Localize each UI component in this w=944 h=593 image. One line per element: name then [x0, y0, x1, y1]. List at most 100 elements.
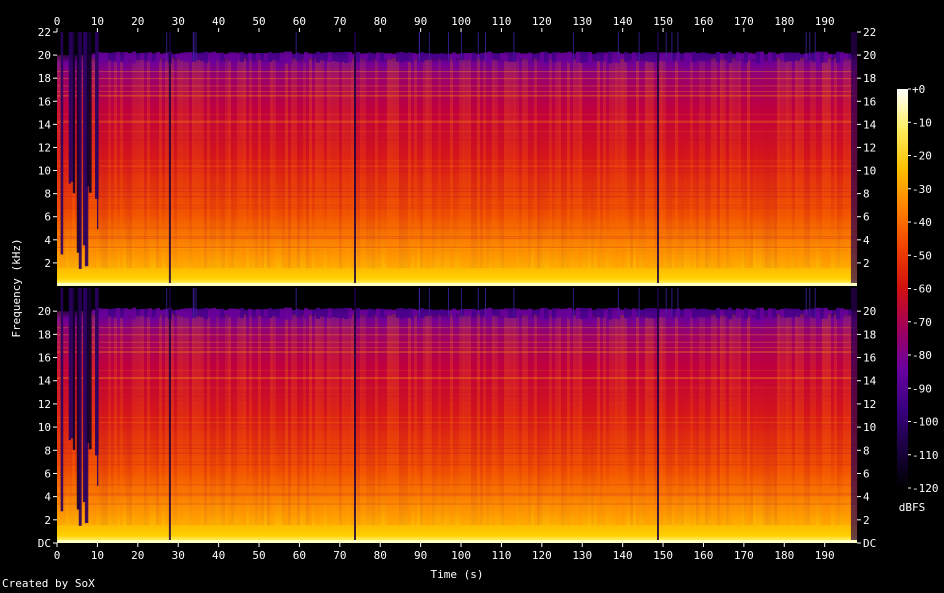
y-tick-label-right: 10	[863, 165, 876, 178]
spectrogram-spike	[671, 32, 673, 62]
spectrogram-quiet	[78, 32, 82, 269]
spectrogram-texture	[390, 52, 393, 269]
spectrogram-texture	[828, 52, 831, 269]
spectrogram-band	[57, 452, 857, 454]
spectrogram-texture	[165, 52, 168, 269]
spectrogram-fringe	[600, 52, 604, 62]
spectrogram-fringe	[468, 53, 472, 61]
spectrogram-fringe	[184, 52, 188, 62]
spectrogram-texture	[669, 52, 672, 269]
spectrogram-texture	[645, 52, 648, 269]
spectrogram-band	[57, 227, 857, 229]
spectrogram-fringe	[396, 52, 400, 62]
spectrogram-texture	[183, 308, 186, 526]
spectrogram-fringe	[776, 53, 780, 58]
spectrogram-texture	[552, 308, 555, 526]
spectrogram-fringe	[156, 308, 160, 319]
spectrogram-texture	[504, 308, 507, 526]
spectrogram-fringe	[432, 53, 436, 59]
spectrogram-fringe	[648, 308, 652, 319]
spectrogram-texture	[288, 308, 291, 526]
spectrogram-fringe	[660, 52, 664, 62]
spectrogram-fringe	[164, 52, 168, 61]
spectrogram-fringe	[400, 308, 404, 319]
spectrogram-texture	[174, 52, 177, 269]
spectrogram-texture	[576, 52, 579, 269]
spectrogram-spike	[638, 32, 640, 62]
spectrogram-fringe	[368, 52, 372, 61]
x-axis-label: Time (s)	[431, 568, 484, 581]
spectrogram-texture	[138, 308, 141, 526]
spectrogram-texture	[114, 308, 117, 526]
spectrogram-band	[57, 91, 857, 92]
spectrogram-fringe	[304, 308, 308, 319]
y-tick-label-right: 14	[863, 118, 877, 131]
spectrogram-fringe	[748, 52, 752, 61]
spectrogram-texture	[507, 308, 510, 526]
spectrogram-fringe	[712, 309, 716, 315]
spectrogram-fringe	[320, 52, 324, 61]
spectrogram-band	[57, 327, 857, 329]
spectrogram-texture	[609, 52, 612, 269]
spectrogram-fringe	[604, 52, 608, 62]
spectrogram-texture	[513, 52, 516, 269]
spectrogram-texture	[276, 52, 279, 268]
spectrogram-fringe	[360, 309, 364, 315]
spectrogram-texture	[516, 52, 519, 269]
spectrogram-fringe	[276, 308, 280, 317]
spectrogram-fringe	[748, 309, 752, 317]
spectrogram-texture	[633, 308, 636, 525]
spectrogram-texture	[252, 52, 255, 269]
spectrogram-fringe	[480, 53, 484, 60]
spectrogram-fringe	[296, 52, 300, 61]
spectrogram-fringe	[728, 51, 732, 64]
spectrogram-fringe	[208, 308, 212, 318]
spectrogram-texture	[606, 308, 609, 525]
spectrogram-fringe	[756, 307, 760, 320]
spectrogram-texture	[705, 308, 708, 526]
spectrogram-band	[57, 399, 857, 401]
spectrogram-texture	[714, 52, 717, 269]
spectrogram-texture	[162, 308, 165, 525]
spectrogram-fringe	[244, 53, 248, 59]
spectrogram-texture	[345, 52, 348, 269]
spectrogram-fringe	[640, 53, 644, 59]
spectrogram-fringe	[772, 52, 776, 62]
spectrogram-spike	[448, 288, 449, 318]
y-tick-label-right: 12	[863, 398, 876, 411]
spectrogram-fringe	[556, 52, 560, 62]
spectrogram-texture	[447, 308, 450, 526]
spectrogram-texture	[621, 52, 624, 269]
y-tick-label-right: 20	[863, 305, 876, 318]
x-tick-label-top: 10	[91, 15, 104, 28]
spectrogram-texture	[441, 52, 444, 269]
spectrogram-texture	[393, 308, 396, 526]
spectrogram-texture	[777, 52, 780, 269]
spectrogram-texture	[588, 52, 591, 268]
spectrogram-band	[57, 135, 857, 137]
spectrogram-fringe	[180, 308, 184, 317]
spectrogram-texture	[456, 308, 459, 525]
spectrogram-texture	[783, 52, 786, 269]
spectrogram-texture	[831, 308, 834, 525]
spectrogram-texture	[645, 308, 648, 526]
spectrogram-texture	[798, 52, 801, 269]
spectrogram-texture	[273, 52, 276, 269]
spectrogram-fringe	[424, 309, 428, 317]
spectrogram-fringe	[196, 52, 200, 61]
spectrogram-texture	[525, 52, 528, 269]
spectrogram-spike	[617, 32, 619, 62]
spectrogram-texture	[270, 52, 273, 269]
spectrogram-fringe	[452, 52, 456, 61]
spectrogram-texture	[825, 308, 828, 526]
spectrogram-fringe	[364, 53, 368, 60]
spectrogram-fringe	[608, 307, 612, 320]
spectrogram-texture	[840, 52, 843, 269]
spectrogram-texture	[681, 308, 684, 526]
y-tick-label-right: 18	[863, 72, 876, 85]
spectrogram-texture	[330, 308, 333, 526]
spectrogram-texture	[618, 308, 621, 526]
spectrogram-fringe	[380, 308, 384, 317]
spectrogram-spike	[671, 288, 673, 318]
spectrogram-fringe	[720, 309, 724, 316]
